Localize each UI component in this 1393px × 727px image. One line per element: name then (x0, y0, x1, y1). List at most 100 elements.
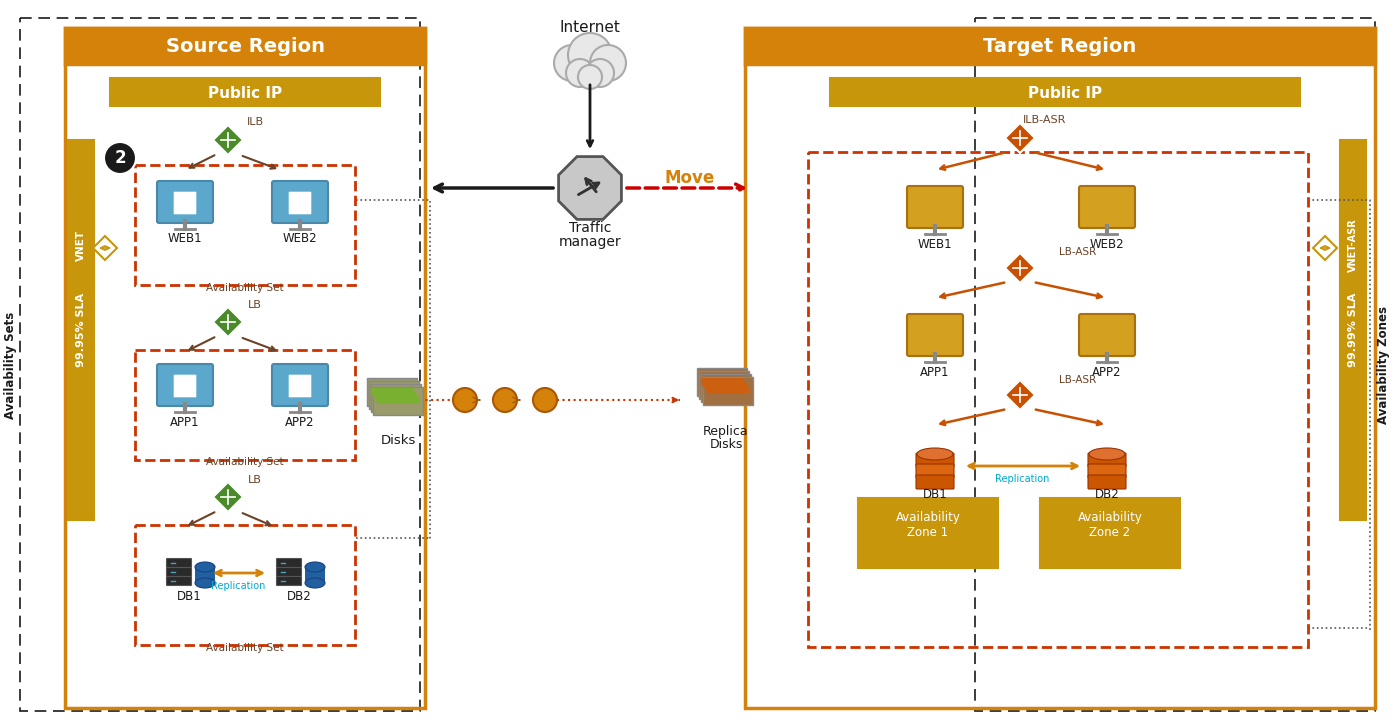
Polygon shape (1004, 123, 1035, 153)
Circle shape (568, 33, 612, 77)
Bar (373, 387, 423, 415)
FancyBboxPatch shape (276, 577, 301, 585)
Bar (373, 391, 415, 398)
Bar (369, 381, 419, 409)
Text: Availability Sets: Availability Sets (4, 311, 18, 419)
Text: WEB2: WEB2 (1089, 238, 1124, 251)
Bar (366, 378, 417, 406)
Text: Availability Set: Availability Set (206, 283, 284, 293)
FancyBboxPatch shape (288, 191, 312, 215)
Bar (375, 394, 417, 401)
FancyBboxPatch shape (173, 374, 196, 398)
Bar (696, 368, 747, 396)
Bar (65, 28, 425, 708)
Bar (378, 397, 419, 404)
Polygon shape (93, 236, 117, 260)
Circle shape (453, 388, 476, 412)
Ellipse shape (305, 562, 325, 572)
Circle shape (493, 388, 517, 412)
Text: Availability: Availability (896, 512, 960, 524)
FancyBboxPatch shape (167, 568, 191, 577)
FancyBboxPatch shape (907, 314, 963, 356)
Circle shape (534, 388, 557, 412)
Circle shape (104, 142, 137, 174)
Bar (65, 28, 425, 64)
Text: WEB1: WEB1 (918, 238, 953, 251)
Bar (68, 140, 93, 520)
Text: 99.95% SLA: 99.95% SLA (77, 293, 86, 367)
Text: 99.99% SLA: 99.99% SLA (1348, 293, 1358, 367)
Circle shape (586, 59, 614, 87)
FancyBboxPatch shape (173, 191, 196, 215)
Text: 2: 2 (114, 149, 125, 167)
Bar (701, 374, 751, 402)
FancyBboxPatch shape (1088, 464, 1126, 478)
Text: Move: Move (664, 169, 715, 187)
Bar (975, 18, 1375, 711)
Text: Availability Set: Availability Set (206, 643, 284, 653)
Ellipse shape (195, 562, 215, 572)
Bar (135, 350, 355, 460)
FancyBboxPatch shape (272, 364, 327, 406)
FancyBboxPatch shape (272, 181, 327, 223)
FancyBboxPatch shape (157, 181, 213, 223)
Text: Disks: Disks (380, 433, 415, 446)
Text: Replication: Replication (995, 474, 1049, 484)
Bar (830, 78, 1300, 106)
Polygon shape (213, 307, 242, 337)
Bar (745, 28, 1375, 64)
Text: Availability Set: Availability Set (206, 457, 284, 467)
Circle shape (566, 59, 593, 87)
Text: LB: LB (248, 300, 262, 310)
Text: Zone 1: Zone 1 (907, 526, 949, 539)
Text: Source Region: Source Region (166, 38, 325, 57)
FancyBboxPatch shape (1080, 186, 1135, 228)
Text: DB1: DB1 (922, 489, 947, 502)
Ellipse shape (917, 448, 953, 460)
Circle shape (554, 45, 591, 81)
Ellipse shape (1089, 448, 1126, 460)
Ellipse shape (305, 578, 325, 588)
Text: APP1: APP1 (921, 366, 950, 379)
Text: Target Region: Target Region (983, 38, 1137, 57)
Polygon shape (213, 125, 242, 155)
Text: manager: manager (559, 235, 621, 249)
Bar (371, 384, 421, 412)
Text: WEB2: WEB2 (283, 233, 318, 246)
Bar (1041, 498, 1180, 568)
Text: Availability Zones: Availability Zones (1378, 306, 1390, 424)
Text: ILB: ILB (247, 117, 263, 127)
Polygon shape (559, 156, 621, 220)
Text: Internet: Internet (560, 20, 620, 36)
Bar (195, 567, 215, 583)
Text: Traffic: Traffic (568, 221, 612, 235)
FancyBboxPatch shape (1088, 475, 1126, 489)
Bar (705, 384, 747, 391)
Text: LB-ASR: LB-ASR (1059, 375, 1096, 385)
Text: APP2: APP2 (286, 416, 315, 428)
Text: Availability: Availability (1078, 512, 1142, 524)
FancyBboxPatch shape (1088, 453, 1126, 467)
FancyBboxPatch shape (917, 464, 954, 478)
FancyBboxPatch shape (167, 558, 191, 568)
Bar (808, 152, 1308, 647)
Bar (135, 165, 355, 285)
Bar (858, 498, 997, 568)
Bar (1340, 140, 1367, 520)
Text: APP2: APP2 (1092, 366, 1121, 379)
Bar (703, 377, 754, 405)
Bar (708, 387, 749, 394)
Text: WEB1: WEB1 (167, 233, 202, 246)
Text: Zone 2: Zone 2 (1089, 526, 1131, 539)
Ellipse shape (195, 578, 215, 588)
Text: DB1: DB1 (177, 590, 202, 603)
Bar (701, 378, 742, 385)
Bar (110, 78, 380, 106)
Text: LB-ASR: LB-ASR (1059, 247, 1096, 257)
Polygon shape (1004, 380, 1035, 410)
Circle shape (578, 65, 602, 89)
Text: Disks: Disks (709, 438, 742, 451)
Bar (68, 200, 93, 290)
Text: DB2: DB2 (287, 590, 312, 603)
Text: Public IP: Public IP (208, 86, 281, 100)
